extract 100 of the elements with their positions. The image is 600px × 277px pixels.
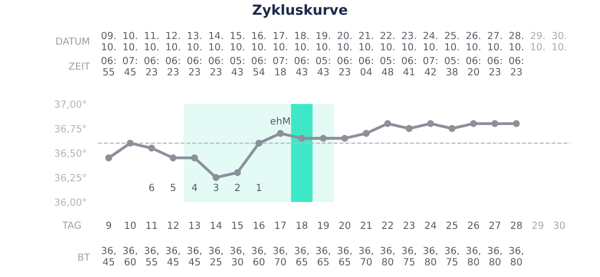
x-tick-label: 27 [489, 222, 500, 229]
point [470, 120, 477, 128]
text: 06: 23 [144, 56, 158, 76]
x-tick-label: 20 [339, 222, 350, 229]
data-label: 36,65 [338, 246, 352, 266]
data-label: 36,75 [445, 246, 459, 266]
text: 07: 18 [273, 56, 288, 76]
x-tick-label: 14 [210, 222, 222, 229]
point [191, 154, 198, 162]
text: 07: 42 [423, 56, 438, 76]
x-tick-label: 25 [446, 222, 458, 229]
text: 21. 10. [359, 32, 373, 50]
text: 13. 10. [188, 32, 202, 50]
x-tick-label: 29 [532, 222, 544, 229]
data-label: 36,30 [230, 246, 244, 266]
x-tick-label: 11 [146, 222, 157, 229]
data-label: 36,55 [144, 246, 158, 266]
annotation: 6 [149, 184, 154, 192]
text: 06: 43 [294, 56, 309, 76]
text: 12. 10. [166, 32, 180, 50]
point [276, 130, 284, 137]
x-tick-label: 26 [468, 222, 480, 229]
x-tick-label: 13 [189, 222, 200, 229]
text: BT [78, 254, 90, 261]
x-tick-label: 17 [275, 222, 286, 229]
text: 09. 10. [102, 32, 116, 50]
point [212, 174, 220, 181]
text: 15. 10. [230, 32, 244, 50]
data-label: 36,80 [466, 246, 480, 266]
text: 06: 54 [252, 56, 266, 76]
point [427, 120, 434, 128]
point [341, 134, 348, 142]
point [105, 154, 112, 162]
text: 19. 10. [316, 32, 330, 50]
text: 29. 10. [530, 32, 544, 50]
text: 28. 10. [509, 32, 524, 50]
text: 05: 43 [230, 56, 244, 76]
text: 05: 38 [444, 56, 459, 76]
data-label: 36,80 [509, 246, 524, 266]
point [170, 154, 177, 162]
text: 07: 45 [123, 56, 137, 76]
point [298, 134, 306, 142]
annotation: ehM [270, 117, 290, 125]
text: 18. 10. [295, 32, 308, 50]
text: 06: 55 [102, 56, 116, 76]
data-label: 36,65 [294, 246, 309, 266]
text: ZEIT [68, 62, 90, 70]
point [384, 120, 392, 128]
x-tick-label: 22 [382, 222, 393, 229]
y-tick-label: 36,50° [54, 149, 86, 158]
data-label: 36,65 [316, 246, 330, 266]
point [448, 125, 456, 132]
text: DATUM [56, 38, 90, 45]
text: 25. 10. [444, 32, 459, 50]
x-tick-label: 16 [254, 222, 264, 229]
text: 23. 10. [402, 32, 416, 50]
x-tick-label: 23 [404, 222, 414, 229]
annotation: 5 [170, 184, 176, 192]
data-label: 36,45 [188, 246, 202, 266]
text: 06: 23 [187, 56, 202, 76]
x-axis-title: TAG [62, 221, 81, 229]
text: 06: 04 [359, 56, 373, 76]
x-tick-label: 21 [360, 222, 372, 229]
text: 06: 23 [488, 56, 502, 76]
x-tick-label: 12 [168, 222, 178, 229]
text: 22. 10. [380, 32, 394, 50]
data-label: 36,45 [102, 246, 116, 266]
point [512, 120, 520, 128]
text: 16. 10. [252, 32, 266, 50]
text: 06: 41 [402, 56, 416, 76]
text: 20. 10. [338, 32, 352, 50]
annotation: 1 [256, 184, 262, 191]
x-tick-label: 10 [125, 222, 136, 229]
text: 27. 10. [488, 32, 502, 50]
text: 05: 48 [380, 56, 394, 76]
text: 06: 23 [166, 56, 180, 76]
data-label: 36,80 [380, 246, 394, 266]
point [126, 140, 134, 147]
y-tick-label: 37,00° [54, 100, 86, 109]
text: 30. 10. [552, 32, 566, 50]
annotation: 3 [214, 184, 218, 192]
text: 11. 10. [144, 32, 158, 50]
text: 26. 10. [466, 32, 480, 50]
text: 05: 43 [316, 56, 330, 76]
annotation: 4 [192, 184, 198, 191]
text: 17. 10. [274, 32, 288, 50]
data-label: 36,70 [273, 246, 288, 266]
point [362, 130, 370, 137]
text: 14. 10. [209, 32, 223, 50]
point [255, 140, 262, 147]
x-tick-label: 28 [510, 222, 522, 229]
x-tick-label: 19 [318, 222, 329, 229]
y-tick-label: 36,00° [54, 198, 86, 207]
x-tick-label: 30 [554, 222, 565, 229]
x-tick-label: 24 [425, 222, 436, 229]
x-tick-label: 15 [232, 222, 243, 229]
point [491, 120, 498, 128]
y-tick-label: 36,25° [54, 174, 86, 182]
point [320, 134, 327, 142]
point [234, 169, 241, 176]
